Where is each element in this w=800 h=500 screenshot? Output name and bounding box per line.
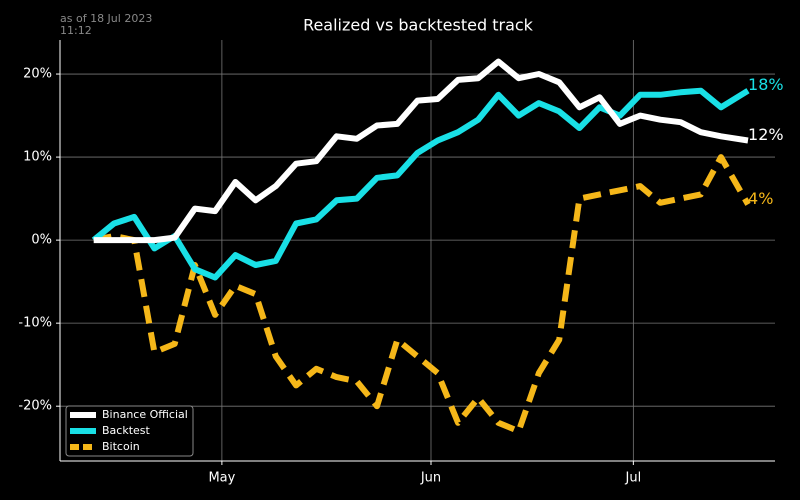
legend-label: Binance Official [102,408,188,421]
series-line [93,58,749,244]
annotation: as of 18 Jul 2023 [60,12,152,25]
x-tick-label: May [208,471,235,486]
y-tick-label: 20% [23,67,52,82]
legend-label: Bitcoin [102,440,140,453]
end-label: 4% [748,189,773,208]
y-tick-label: 10% [23,150,52,165]
y-tick-label: -20% [18,399,52,414]
chart-title: Realized vs backtested track [303,16,534,35]
x-tick-label: Jul [625,471,642,486]
end-label: 12% [748,125,784,144]
legend: Binance Official Backtest Bitcoin [65,405,194,457]
series-line [91,87,750,281]
end-label: 18% [748,75,784,94]
x-tick-label: Jun [420,471,441,486]
annotation: 11:12 [60,24,92,37]
series-line [93,154,751,435]
legend-box [65,405,194,457]
y-tick-label: 0% [31,233,52,248]
y-tick-label: -10% [18,316,52,331]
legend-label: Backtest [102,424,151,437]
